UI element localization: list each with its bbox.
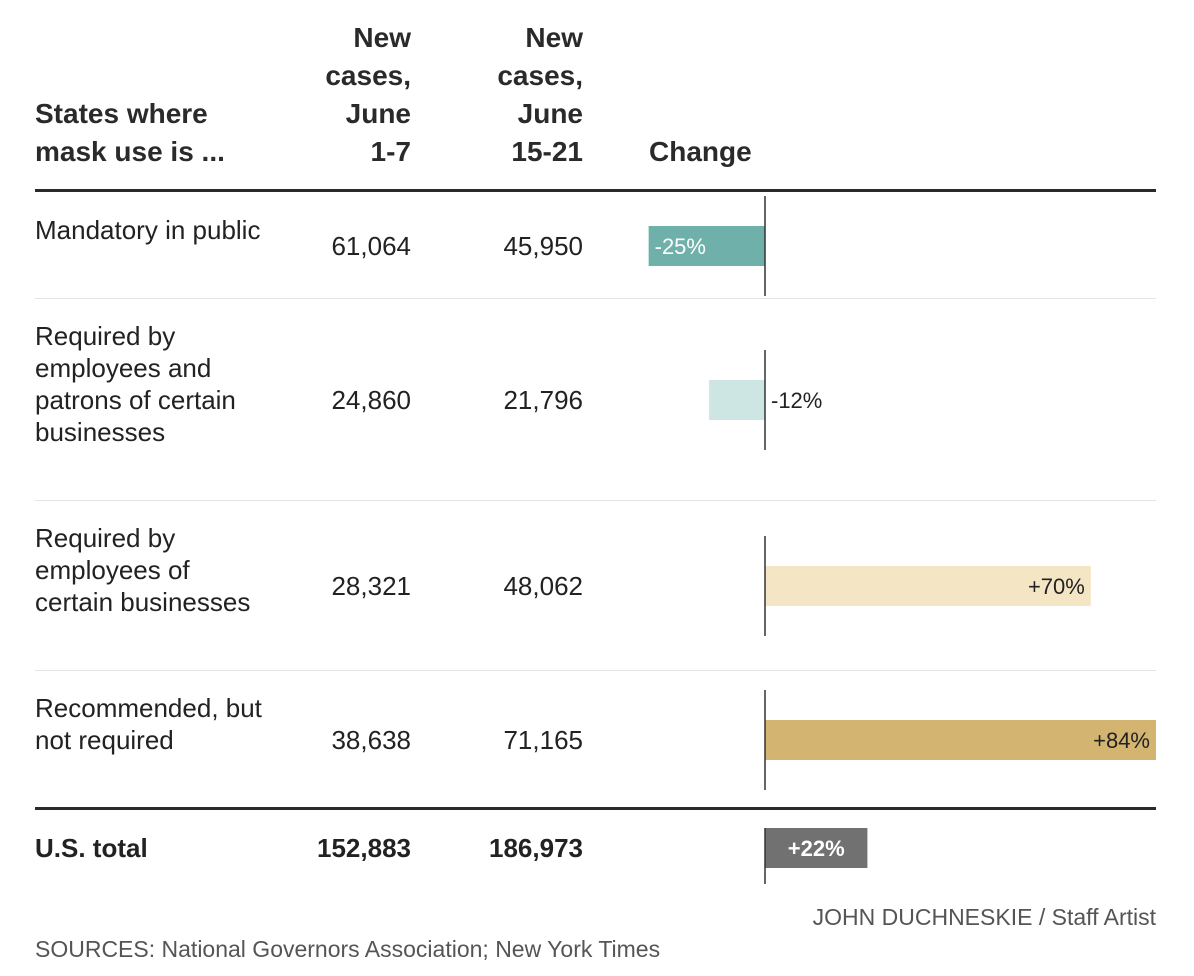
cell-june-15-21: 21,796 <box>503 385 583 415</box>
cell-june-1-7: 24,860 <box>331 385 411 415</box>
change-bar-total <box>765 828 868 868</box>
change-bar-employees <box>765 566 1091 606</box>
change-label-employees-patrons: -12% <box>771 388 822 413</box>
header-col2-line: New <box>525 22 583 53</box>
change-label-total: +22% <box>788 836 845 861</box>
header-change: Change <box>649 136 752 167</box>
header-new-cases-june-1-7: New cases, June 1-7 <box>271 19 411 171</box>
cell-june-1-7: 61,064 <box>331 231 411 261</box>
sources-note: SOURCES: National Governors Association;… <box>35 936 661 962</box>
row-label: Recommended, but not required <box>35 693 262 755</box>
header-col2-line: cases, <box>497 60 583 91</box>
header-col1-line: 1-7 <box>370 136 411 167</box>
change-bar-recommended <box>765 720 1156 760</box>
header-col1-line: New <box>353 22 411 53</box>
total-label: U.S. total <box>35 833 148 863</box>
header-col2-line: 15-21 <box>511 136 583 167</box>
cell-june-15-21: 45,950 <box>503 231 583 261</box>
total-june-15-21: 186,973 <box>489 833 583 863</box>
change-label-recommended: +84% <box>1093 728 1150 753</box>
header-col1-line: June <box>345 98 411 129</box>
header-rule <box>35 189 1156 192</box>
header-new-cases-june-15-21: New cases, June 15-21 <box>443 19 583 171</box>
total-rule <box>35 807 1156 810</box>
cell-june-1-7: 28,321 <box>331 571 411 601</box>
row-label: Required by employees and patrons of cer… <box>35 321 236 447</box>
row-divider <box>35 500 1156 501</box>
header-states-line1: States where <box>35 98 208 129</box>
cell-june-1-7: 38,638 <box>331 725 411 755</box>
header-col2-line: June <box>517 98 583 129</box>
change-bar-mandatory <box>648 226 765 266</box>
total-june-1-7: 152,883 <box>317 833 411 863</box>
header-states: States where mask use is ... <box>35 95 295 171</box>
change-label-employees: +70% <box>1028 574 1085 599</box>
cell-june-15-21: 71,165 <box>503 725 583 755</box>
row-label: Mandatory in public <box>35 215 261 245</box>
artist-credit: JOHN DUCHNESKIE / Staff Artist <box>812 904 1156 930</box>
row-divider <box>35 298 1156 299</box>
row-divider <box>35 670 1156 671</box>
change-label-mandatory: -25% <box>655 234 706 259</box>
header-states-line2: mask use is ... <box>35 136 225 167</box>
header-col1-line: cases, <box>325 60 411 91</box>
change-bar-employees-patrons <box>709 380 765 420</box>
row-label: Required by employees of certain busines… <box>35 523 251 617</box>
cell-june-15-21: 48,062 <box>503 571 583 601</box>
